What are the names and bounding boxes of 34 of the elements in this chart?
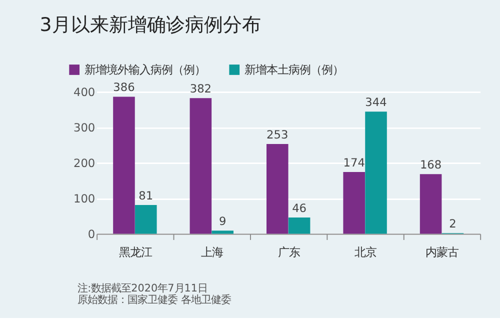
chart-title: 3月以来新增确诊病例分布 bbox=[40, 14, 261, 36]
text: 注:数据截至2020年7月11日 bbox=[78, 282, 208, 295]
y-tick-label: 400 bbox=[73, 85, 96, 100]
data-label: 2 bbox=[449, 216, 456, 230]
bar bbox=[288, 217, 310, 234]
y-tick-label: 0 bbox=[88, 227, 96, 242]
data-label: 382 bbox=[190, 81, 212, 96]
data-label: 46 bbox=[292, 200, 307, 215]
data-label: 344 bbox=[365, 94, 387, 109]
legend-label: 新增境外输入病例（例） bbox=[84, 62, 206, 77]
x-tick-label: 内蒙古 bbox=[426, 245, 459, 260]
bar bbox=[343, 172, 365, 234]
data-label: 253 bbox=[266, 127, 288, 142]
bar bbox=[113, 96, 135, 234]
x-tick-label: 北京 bbox=[354, 245, 377, 260]
data-label: 168 bbox=[420, 157, 442, 172]
y-tick-label: 300 bbox=[73, 120, 96, 135]
data-label: 81 bbox=[138, 188, 154, 202]
x-tick-label: 广东 bbox=[278, 245, 300, 260]
legend-label: 新增本土病例（例） bbox=[244, 62, 344, 77]
data-label: 386 bbox=[113, 80, 135, 94]
data-label: 174 bbox=[343, 155, 365, 170]
text: 原始数据：国家卫健委 各地卫健委 bbox=[78, 294, 231, 306]
bar bbox=[135, 205, 157, 234]
data-label: 9 bbox=[218, 214, 226, 228]
bar bbox=[365, 112, 387, 234]
bar bbox=[212, 230, 234, 234]
x-tick-label: 黑龙江 bbox=[118, 245, 152, 260]
bar bbox=[190, 98, 212, 234]
y-tick-label: 100 bbox=[73, 192, 96, 206]
x-tick-label: 上海 bbox=[201, 245, 224, 260]
y-tick-label: 200 bbox=[73, 156, 96, 170]
bar bbox=[420, 174, 442, 234]
bar bbox=[266, 144, 288, 234]
